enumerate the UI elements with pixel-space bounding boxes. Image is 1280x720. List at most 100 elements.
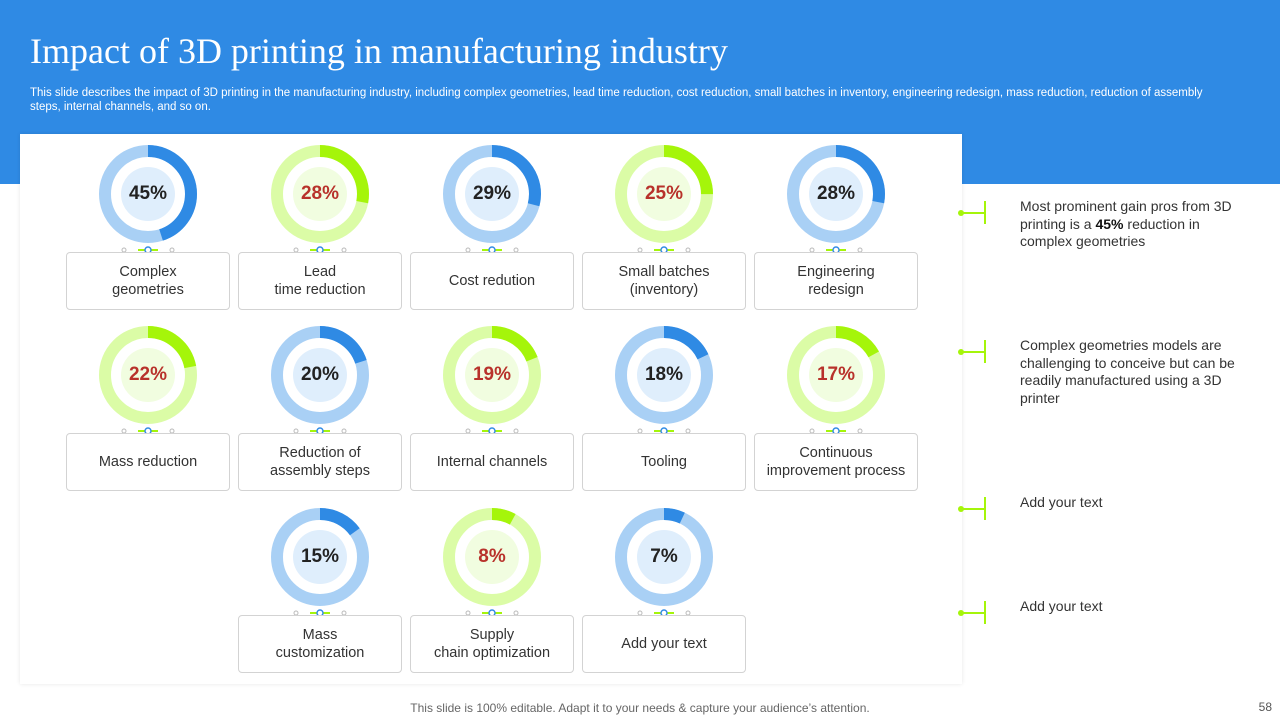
percent-value: 25% <box>644 183 684 204</box>
metric-label: Complex geometries <box>112 264 184 298</box>
donut-chart: 22% <box>98 325 198 425</box>
note-text: Complex geometries models are challengin… <box>1020 337 1248 407</box>
page-number: 58 <box>1258 700 1272 714</box>
donut-center <box>293 348 347 402</box>
donut-chart: 29% <box>442 144 542 244</box>
donut-center <box>809 348 863 402</box>
donut-value-arc <box>443 326 541 424</box>
percent-value: 20% <box>300 364 340 385</box>
percent-value: 28% <box>816 183 856 204</box>
percent-value: 8% <box>478 546 506 567</box>
metric-label-box: Engineering redesign <box>754 252 918 310</box>
metric-label: Engineering redesign <box>797 264 875 298</box>
metric-card: 8% Supply chain optimization <box>410 507 574 673</box>
page-title: Impact of 3D printing in manufacturing i… <box>30 31 728 71</box>
donut-value-arc <box>787 326 885 424</box>
donut-value-arc <box>271 326 369 424</box>
metric-card: 7% Add your text <box>582 507 746 673</box>
metric-card: 45% Complex geometries <box>66 144 230 310</box>
metric-label-box: Reduction of assembly steps <box>238 433 402 491</box>
metric-label: Continuous improvement process <box>766 445 906 479</box>
metric-label-box: Complex geometries <box>66 252 230 310</box>
connector-dots <box>121 246 175 254</box>
donut-chart: 18% <box>614 325 714 425</box>
metric-label-box: Small batches (inventory) <box>582 252 746 310</box>
donut-chart: 25% <box>614 144 714 244</box>
metric-label-box: Lead time reduction <box>238 252 402 310</box>
page-subtitle: This slide describes the impact of 3D pr… <box>30 87 1203 113</box>
note-marker-icon <box>958 497 986 520</box>
metric-label: Supply chain optimization <box>433 627 551 661</box>
percent-value: 28% <box>300 183 340 204</box>
percent-value: 29% <box>472 183 512 204</box>
donut-value-arc <box>271 508 369 606</box>
metric-label: Reduction of assembly steps <box>270 445 370 479</box>
metric-card: 29% Cost redution <box>410 144 574 310</box>
metric-label: Add your text <box>621 636 707 652</box>
percent-value: 17% <box>816 364 856 385</box>
donut-value-arc <box>615 326 713 424</box>
metric-card: 20% Reduction of assembly steps <box>238 325 402 491</box>
note-highlight: 45% <box>1095 215 1124 232</box>
percent-value: 45% <box>128 183 168 204</box>
metric-card: 25% Small batches (inventory) <box>582 144 746 310</box>
percent-value: 15% <box>300 546 340 567</box>
note-text-part: Complex geometries models are challengin… <box>1020 337 1235 406</box>
donut-value-arc <box>99 326 197 424</box>
donut-value-arc <box>271 145 369 243</box>
donut-value-arc <box>99 145 197 243</box>
donut-center <box>465 167 519 221</box>
note-text: Add your text <box>1020 598 1248 616</box>
metric-card: 28% Engineering redesign <box>754 144 918 310</box>
percent-value: 7% <box>650 546 678 567</box>
note-marker-icon <box>958 340 986 363</box>
percent-value: 22% <box>128 364 168 385</box>
donut-center <box>121 167 175 221</box>
metric-label-box: Mass reduction <box>66 433 230 491</box>
donut-center <box>293 530 347 584</box>
metric-label-box: Mass customization <box>238 615 402 673</box>
percent-value: 18% <box>644 364 684 385</box>
metric-label-box: Continuous improvement process <box>754 433 918 491</box>
connector-dots <box>465 246 519 254</box>
donut-center <box>293 167 347 221</box>
donut-chart: 15% <box>270 507 370 607</box>
metric-label-box: Add your text <box>582 615 746 673</box>
donut-value-arc <box>443 145 541 243</box>
connector-dots <box>465 609 519 617</box>
donut-center <box>121 348 175 402</box>
note-text-part: reduction in complex geometries <box>1020 215 1200 250</box>
metric-label: Internal channels <box>436 454 548 470</box>
metric-label: Mass reduction <box>98 454 198 470</box>
connector-dots <box>293 246 347 254</box>
metric-card: 18% Tooling <box>582 325 746 491</box>
donut-center <box>637 530 691 584</box>
metric-card: 17% Continuous improvement process <box>754 325 918 491</box>
metric-card: 28% Lead time reduction <box>238 144 402 310</box>
note-marker-icon <box>958 601 986 624</box>
donut-value-arc <box>443 508 541 606</box>
metric-label: Cost redution <box>448 273 536 289</box>
metric-label-box: Tooling <box>582 433 746 491</box>
footer-note: This slide is 100% editable. Adapt it to… <box>410 701 870 715</box>
donut-chart: 19% <box>442 325 542 425</box>
metric-card: 15% Mass customization <box>238 507 402 673</box>
metric-label: Small batches (inventory) <box>618 264 710 298</box>
donut-value-arc <box>615 508 713 606</box>
donut-center <box>637 348 691 402</box>
note-text-part: Most prominent gain pros from 3D printin… <box>1020 198 1232 232</box>
metric-label-box: Supply chain optimization <box>410 615 574 673</box>
percent-value: 19% <box>472 364 512 385</box>
donut-value-arc <box>787 145 885 243</box>
donut-chart: 20% <box>270 325 370 425</box>
donut-chart: 28% <box>270 144 370 244</box>
metric-card: 19% Internal channels <box>410 325 574 491</box>
note-text: Most prominent gain pros from 3D printin… <box>1020 198 1248 251</box>
metric-label-box: Internal channels <box>410 433 574 491</box>
donut-value-arc <box>615 145 713 243</box>
donut-chart: 45% <box>98 144 198 244</box>
note-text-part: Add your text <box>1020 598 1103 614</box>
metric-label-box: Cost redution <box>410 252 574 310</box>
donut-chart: 28% <box>786 144 886 244</box>
metric-label: Tooling <box>641 454 687 470</box>
